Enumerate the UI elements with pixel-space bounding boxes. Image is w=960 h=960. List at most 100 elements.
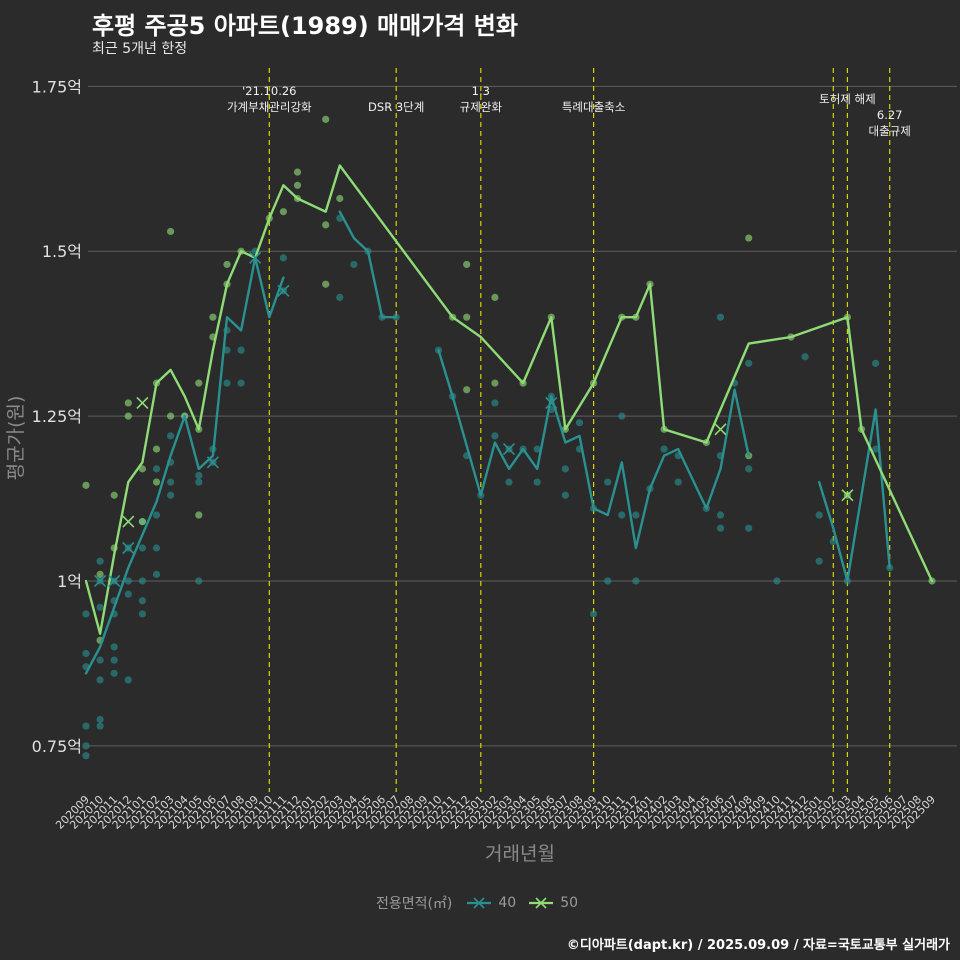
data-point-40: [138, 544, 146, 552]
data-point-40: [82, 722, 90, 730]
data-point-40: [237, 346, 245, 354]
legend-label-50: 50: [560, 895, 579, 911]
chart-subtitle: 최근 5개년 한정: [92, 41, 188, 57]
series-line-40: [84, 256, 285, 675]
data-point-50: [279, 208, 287, 216]
data-point-40: [632, 511, 640, 519]
data-point-50: [491, 379, 499, 387]
data-point-50: [209, 313, 217, 321]
data-point-40: [632, 577, 640, 585]
data-point-40: [167, 432, 175, 440]
data-point-40: [801, 353, 809, 361]
data-point-50: [124, 399, 132, 407]
data-point-40: [491, 432, 499, 440]
legend: 전용면적(㎡) 40 50: [0, 893, 960, 913]
average-markers: [94, 251, 854, 588]
data-point-40: [815, 557, 823, 565]
data-point-40: [604, 478, 612, 486]
legend-swatch-40: [467, 897, 492, 909]
cross-stroke: [277, 284, 290, 297]
data-point-40: [152, 511, 161, 519]
data-point-50: [167, 227, 175, 236]
y-axis-label: 평균가(원): [5, 396, 27, 481]
cross-marker-40: [249, 251, 262, 264]
data-point-40: [195, 577, 203, 585]
x-axis-label: 거래년월: [485, 843, 555, 865]
y-tick-label: 1.25억: [32, 407, 82, 426]
cross-stroke: [249, 251, 262, 264]
cross-marker-50: [714, 423, 727, 436]
data-point-40: [561, 465, 570, 473]
data-point-40: [138, 610, 146, 618]
data-point-40: [96, 715, 104, 724]
data-point-40: [96, 603, 104, 611]
data-point-40: [829, 537, 837, 546]
data-point-50: [152, 445, 161, 453]
data-point-40: [152, 544, 161, 552]
data-point-50: [167, 412, 175, 420]
data-point-40: [491, 399, 499, 407]
data-point-40: [505, 478, 513, 486]
data-point-40: [604, 577, 612, 585]
data-point-40: [561, 491, 570, 499]
data-point-50: [82, 481, 90, 489]
event-label: 규제완화: [460, 100, 503, 114]
data-point-40: [152, 570, 161, 578]
data-point-40: [716, 524, 725, 532]
data-point-40: [815, 511, 823, 519]
data-point-40: [110, 669, 118, 677]
event-label: 대출규제: [869, 124, 911, 138]
data-point-40: [745, 359, 753, 367]
cross-stroke: [206, 456, 219, 469]
data-point-40: [618, 511, 626, 519]
event-label: 6.27: [877, 108, 903, 122]
data-point-40: [124, 676, 132, 684]
cross-marker-40: [122, 541, 135, 555]
data-point-40: [618, 412, 626, 420]
data-point-40: [152, 465, 161, 473]
data-point-40: [110, 656, 118, 664]
legend-label-40: 40: [498, 895, 517, 911]
legend-item-40: 40: [466, 895, 516, 911]
data-point-50: [195, 511, 203, 519]
cross-marker-50: [136, 396, 149, 409]
data-point-40: [660, 445, 668, 453]
data-point-50: [463, 313, 471, 321]
cross-stroke: [714, 423, 727, 436]
data-point-40: [350, 260, 358, 269]
cross-marker-40: [94, 574, 107, 588]
data-point-40: [575, 419, 584, 427]
data-point-40: [223, 379, 231, 387]
data-point-40: [745, 465, 753, 473]
data-point-40: [138, 577, 146, 585]
data-point-40: [533, 445, 541, 453]
cross-marker-40: [206, 456, 219, 469]
data-point-40: [533, 478, 541, 486]
data-point-40: [82, 742, 90, 750]
data-point-50: [322, 221, 330, 229]
data-point-50: [195, 379, 203, 387]
data-point-40: [716, 313, 725, 321]
chart-title: 후평 주공5 아파트(1989) 매매가격 변화: [92, 12, 518, 40]
data-point-40: [82, 649, 90, 658]
legend-title: 전용면적(㎡): [375, 896, 453, 912]
event-label: 1.3: [472, 84, 490, 98]
cross-marker-50: [841, 489, 854, 502]
data-point-40: [96, 722, 104, 730]
y-tick-label: 1.75억: [32, 77, 82, 96]
data-point-50: [110, 491, 118, 499]
cross-marker-50: [122, 515, 135, 528]
data-point-40: [237, 379, 245, 387]
data-point-40: [336, 293, 344, 302]
data-point-40: [773, 577, 781, 585]
data-point-40: [674, 478, 682, 486]
series-line-40: [338, 210, 398, 319]
series-line-40: [818, 408, 891, 583]
data-point-40: [279, 254, 287, 262]
data-point-50: [138, 465, 146, 473]
legend-swatch-50: [529, 897, 554, 909]
data-point-40: [590, 610, 598, 618]
cross-stroke: [122, 541, 135, 555]
data-point-50: [745, 234, 753, 242]
